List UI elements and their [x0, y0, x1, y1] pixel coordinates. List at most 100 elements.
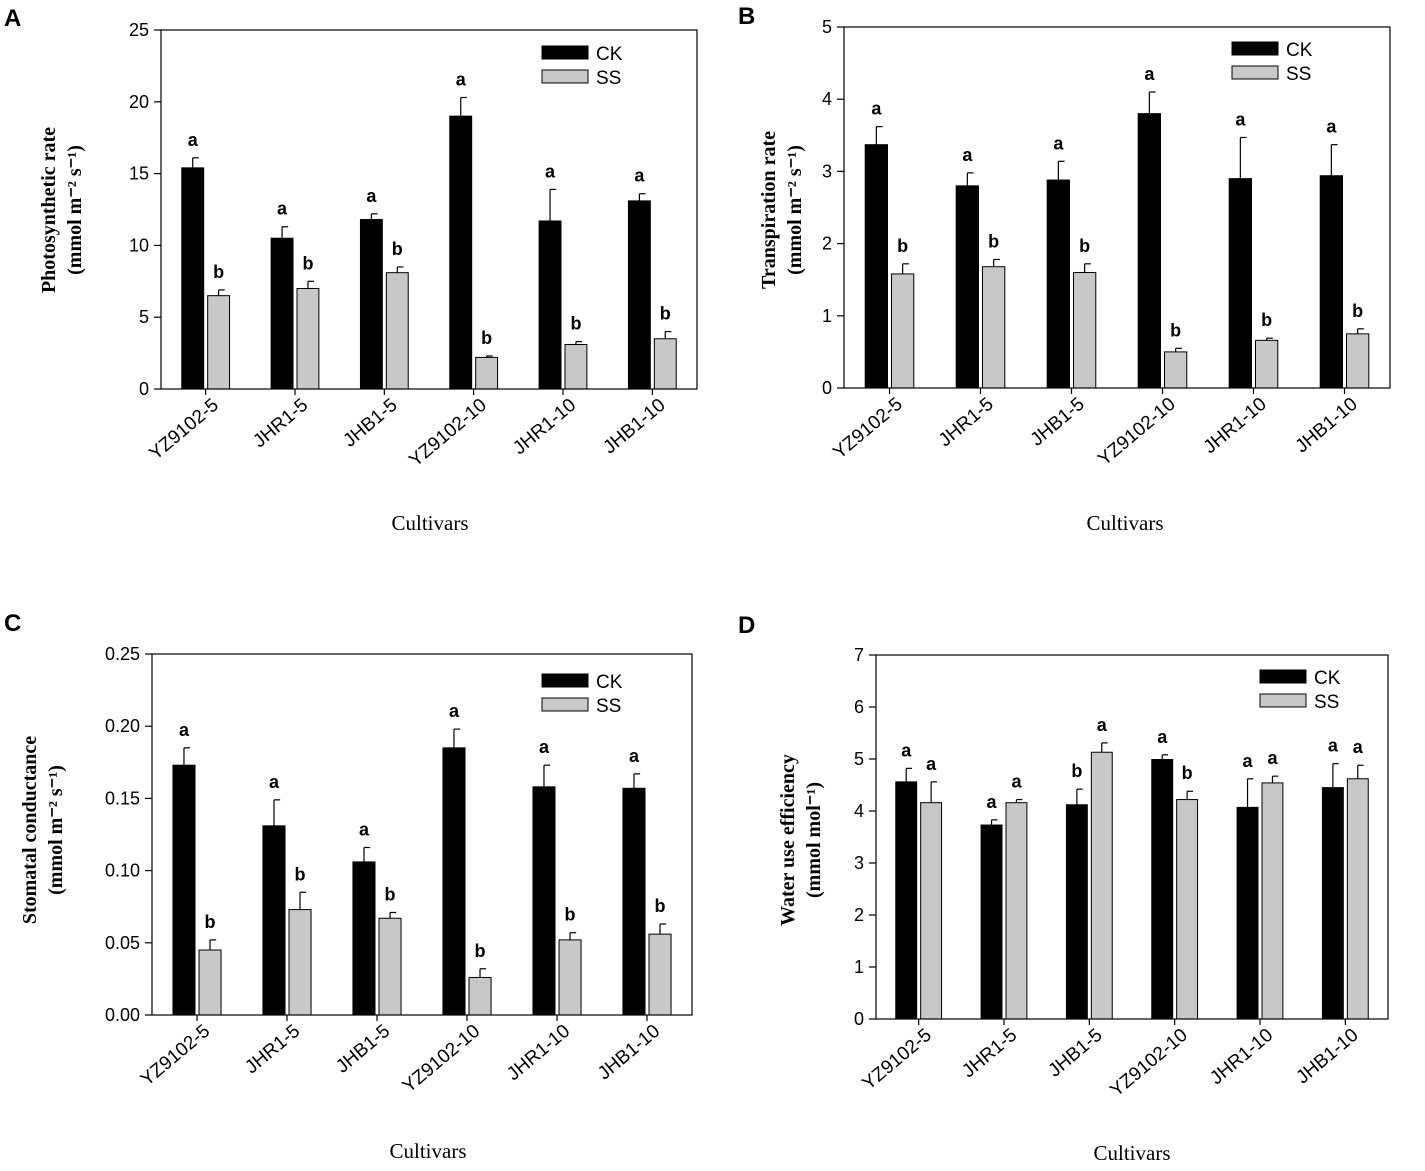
legend-swatch-ss	[1259, 693, 1307, 708]
x-tick-label: YZ9102-5	[858, 1025, 935, 1095]
bar-ck-1	[955, 185, 980, 389]
x-axis-title: Cultivars	[390, 1139, 467, 1163]
panel-b: Ba a a a a a b b b b b b 0 1 2 3 4 5 YZ9102-5 JHR1-5 JHB1-5 Y…	[738, 3, 1391, 535]
y-tick-label: 1	[822, 306, 832, 326]
y-tick-label: 5	[822, 17, 832, 37]
x-tick-label: JHB1-10	[599, 395, 669, 459]
significance-label: a	[1353, 737, 1364, 757]
significance-label: a	[359, 819, 370, 839]
panel-letter: D	[738, 612, 755, 639]
significance-label: b	[1182, 763, 1193, 783]
significance-label: a	[962, 145, 973, 165]
bar-ss-4	[558, 939, 582, 1016]
y-tick-label: 5	[854, 749, 864, 769]
bar-ss-2	[385, 272, 409, 390]
x-axis-title: Cultivars	[392, 511, 469, 535]
y-axis-title: Photosynthetic rate (mmol m⁻² s⁻¹)	[38, 127, 86, 293]
legend-label-ss: SS	[1314, 692, 1339, 713]
significance-label: a	[449, 701, 460, 721]
x-tick-label: JHB1-5	[340, 395, 402, 452]
legend: CK SS	[541, 44, 623, 89]
bar-ck-4	[532, 786, 556, 1016]
bar-ck-2	[359, 219, 383, 390]
bar-ss-1	[982, 266, 1006, 389]
bar-ck-3	[449, 115, 473, 390]
significance-label: a	[539, 737, 550, 757]
plot-frame	[151, 653, 693, 1016]
legend-label-ck: CK	[1314, 668, 1341, 689]
significance-label: b	[213, 262, 224, 282]
x-tick-label: YZ9102-5	[829, 394, 906, 464]
bar-ck-3	[1137, 113, 1161, 389]
x-tick-label: JHB1-5	[1045, 1025, 1107, 1082]
legend-label-ss: SS	[596, 696, 621, 717]
x-tick-label: YZ9102-10	[405, 395, 491, 472]
legend-swatch-ck	[541, 673, 589, 688]
legend: CK SS	[541, 672, 623, 717]
significance-label: b	[385, 884, 396, 904]
bar-ss-2	[1090, 751, 1113, 1020]
y-tick-label: 0	[854, 1009, 864, 1029]
bar-ck-3	[1151, 759, 1174, 1020]
y-tick-label: 2	[822, 234, 832, 254]
plot-frame	[875, 654, 1389, 1020]
x-tick-label: JHB1-10	[594, 1021, 664, 1085]
legend-swatch-ss	[1231, 65, 1279, 80]
y-tick-label: 3	[822, 161, 832, 181]
panel-c: Ca a a a a a b b b b b b 0.00 0.05 0.10 0.15 0.20 0.25 YZ9…	[4, 610, 693, 1163]
bar-ck-1	[270, 237, 294, 390]
legend-swatch-ss	[541, 697, 589, 712]
y-tick-label: 0.10	[105, 861, 140, 881]
significance-label: a	[871, 99, 882, 119]
legend: CK SS	[1231, 40, 1313, 85]
significance-label: b	[205, 912, 216, 932]
y-axis-title-unit: (mmol mol⁻¹)	[803, 782, 825, 898]
significance-label: b	[295, 864, 306, 884]
significance-label: b	[565, 905, 576, 925]
legend-label-ck: CK	[596, 672, 623, 693]
y-tick-label: 0.15	[105, 788, 140, 808]
y-axis-title-unit: (mmol m⁻² s⁻¹)	[45, 765, 67, 895]
significance-label: b	[655, 896, 666, 916]
significance-label: b	[1079, 236, 1090, 256]
bar-ck-0	[172, 764, 196, 1016]
y-axis-title-line1: Stomatal conductance	[19, 736, 41, 924]
y-tick-label: 10	[129, 235, 149, 255]
significance-label: a	[366, 186, 377, 206]
y-tick-label: 2	[854, 905, 864, 925]
y-axis-title: Stomatal conductance (mmol m⁻² s⁻¹)	[19, 736, 67, 924]
bar-ck-2	[352, 861, 376, 1016]
legend-swatch-ck	[1259, 669, 1307, 684]
y-tick-label: 15	[129, 164, 149, 184]
significance-label: a	[277, 199, 288, 219]
legend-label-ck: CK	[596, 44, 623, 65]
x-tick-label: JHB1-5	[1027, 394, 1089, 451]
y-axis-title-unit: (mmol m⁻² s⁻¹)	[64, 145, 86, 275]
bar-ss-2	[1073, 271, 1097, 389]
y-tick-label: 1	[854, 957, 864, 977]
bar-ck-2	[1046, 179, 1070, 389]
y-tick-label: 3	[854, 853, 864, 873]
legend: CK SS	[1259, 668, 1341, 713]
y-axis-title: Transpiration rate (mmol m⁻² s⁻¹)	[758, 131, 806, 289]
significance-label: b	[1261, 310, 1272, 330]
y-tick-label: 5	[139, 307, 149, 327]
x-axis-title: Cultivars	[1094, 1141, 1171, 1165]
bar-ck-0	[895, 781, 918, 1020]
significance-label: a	[1144, 64, 1155, 84]
panel-letter: C	[4, 610, 21, 637]
x-tick-label: JHR1-10	[503, 1021, 574, 1085]
x-tick-label: JHR1-10	[509, 395, 580, 459]
bar-ss-1	[1005, 802, 1028, 1020]
bar-ss-0	[891, 273, 915, 389]
x-tick-label: YZ9102-10	[1094, 394, 1180, 471]
x-tick-label: JHR1-5	[935, 394, 998, 451]
x-tick-label: YZ9102-5	[145, 395, 222, 465]
y-tick-label: 20	[129, 92, 149, 112]
bar-ck-0	[181, 167, 205, 390]
bar-ck-0	[864, 144, 889, 389]
bar-ss-5	[1346, 778, 1369, 1020]
significance-label: b	[1352, 301, 1363, 321]
plot-frame	[843, 26, 1391, 389]
